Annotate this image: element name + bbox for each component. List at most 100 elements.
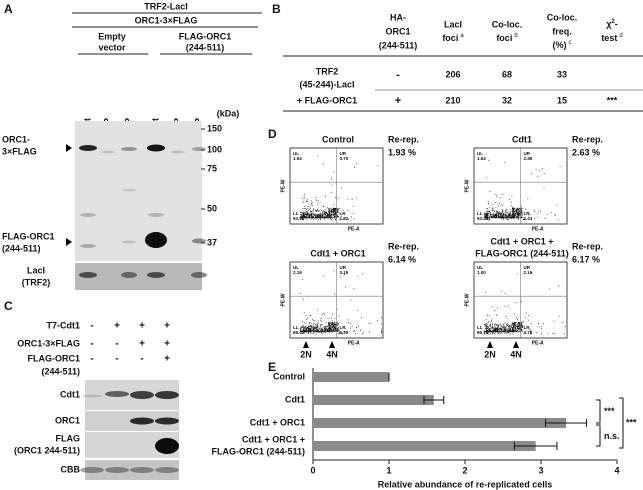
rerep-label: Re-rep. xyxy=(572,134,603,144)
bar xyxy=(313,395,434,405)
header-part: - xyxy=(615,19,618,29)
y-tick-label: FLAG-ORC1 (244-511) xyxy=(211,446,305,456)
y-tick-label: Cdt1 + ORC1 xyxy=(250,417,305,427)
band xyxy=(121,147,137,151)
sign: - xyxy=(90,339,93,350)
quadrant-label: 2.46 xyxy=(524,156,533,161)
band xyxy=(105,467,129,473)
plot-title: Cdt1 xyxy=(512,134,532,144)
row-label: TRF2 xyxy=(316,66,339,76)
cell: + xyxy=(395,95,401,107)
group-label: (244-511) xyxy=(186,42,225,52)
unit: (kDa) xyxy=(217,108,240,118)
band xyxy=(122,240,136,244)
error-bar xyxy=(545,419,588,427)
superscript: 2 xyxy=(611,19,615,25)
rerep-value: 2.63 % xyxy=(572,147,600,157)
rerep-label: Re-rep. xyxy=(388,241,419,251)
quadrant-label: 1.00 xyxy=(477,270,486,275)
condition-label: (244-511) xyxy=(41,366,80,376)
scatter-dots xyxy=(484,272,566,335)
column-header: test d xyxy=(601,33,622,44)
band xyxy=(80,213,96,217)
quadrant-label: 93.94 xyxy=(293,216,305,221)
quadrant-label: LR xyxy=(340,211,347,216)
ploidy-label: 2N xyxy=(300,349,312,359)
quadrant-label: UR xyxy=(340,265,347,270)
blot xyxy=(85,460,179,480)
column-header: foci b xyxy=(496,33,518,44)
column-header: χ2- xyxy=(606,19,618,30)
band xyxy=(82,394,102,398)
sign: - xyxy=(140,354,143,365)
band xyxy=(101,150,115,154)
cell: 15 xyxy=(557,95,567,105)
sign: + xyxy=(139,321,145,332)
cell: 210 xyxy=(445,95,460,105)
quadrant-label: LL xyxy=(477,211,483,216)
rerep-value: 6.14 % xyxy=(388,254,416,264)
panel-label: D xyxy=(268,127,277,141)
column-header: (%) c xyxy=(553,40,572,51)
axis-label: PE-A xyxy=(532,226,544,232)
x-tick-label: 2 xyxy=(462,465,467,475)
error-bar xyxy=(423,396,445,404)
x-tick-label: 4 xyxy=(614,465,619,475)
ploidy-label: 2N xyxy=(484,349,496,359)
quadrant-label: LR xyxy=(524,325,531,330)
quadrant-label: 89.42 xyxy=(293,330,305,335)
significance-bracket xyxy=(596,399,601,424)
condition-label: FLAG-ORC1 xyxy=(28,353,81,363)
quadrant-label: 1.94 xyxy=(293,156,302,161)
column-header: LacI xyxy=(444,19,462,29)
quadrant-label: UR xyxy=(340,151,347,156)
band xyxy=(155,467,179,473)
cell: 33 xyxy=(557,69,567,79)
marker-label: 150 xyxy=(207,123,222,133)
error-bar xyxy=(513,442,558,450)
blot-label: FLAG xyxy=(56,433,81,443)
significance: *** xyxy=(604,406,615,416)
axis-label: PE-W xyxy=(464,179,470,192)
bar xyxy=(313,372,389,382)
band xyxy=(130,417,154,425)
condition-label: T7-Cdt1 xyxy=(47,320,81,330)
band-label: (244-511) xyxy=(2,243,41,253)
plot-title: Cdt1 + ORC1 + xyxy=(490,236,553,246)
blot-label: ORC1 xyxy=(55,415,80,425)
marker-label: 50 xyxy=(207,203,217,213)
sign: + xyxy=(139,339,145,350)
cell: *** xyxy=(607,95,618,105)
sign: + xyxy=(164,321,170,332)
ploidy-label: 4N xyxy=(510,349,522,359)
arrowhead xyxy=(303,341,309,348)
marker-label: 37 xyxy=(207,237,217,247)
blot-label: (ORC1 244-511) xyxy=(14,445,80,455)
plot-title: Cdt1 + ORC1 xyxy=(310,248,365,258)
band xyxy=(147,144,165,152)
significance-bracket xyxy=(596,424,601,447)
scatter-dots xyxy=(300,155,379,221)
blot-label: Cdt1 xyxy=(60,389,80,399)
blot xyxy=(75,121,202,261)
band xyxy=(155,417,179,425)
quadrant-label: 2.43 xyxy=(524,216,533,221)
rerep-label: Re-rep. xyxy=(388,134,419,144)
band-label: 3×FLAG xyxy=(2,146,37,156)
y-tick-label: Cdt1 xyxy=(285,394,305,404)
significance-bracket xyxy=(619,397,624,449)
quadrant-label: UL xyxy=(293,151,299,156)
y-tick-label: Cdt1 + ORC1 + xyxy=(242,434,305,444)
scatter-dots xyxy=(484,157,561,221)
arrowhead xyxy=(66,144,72,152)
column-header: ORC1 xyxy=(385,26,410,36)
bar xyxy=(313,418,567,428)
cell: 68 xyxy=(502,69,512,79)
band xyxy=(80,467,104,473)
blot-label: (TRF2) xyxy=(22,277,51,287)
plot-title: Control xyxy=(322,134,354,144)
panel-label: C xyxy=(4,299,13,313)
quadrant-label: 1.82 xyxy=(340,216,349,221)
y-tick-label: Control xyxy=(273,371,305,381)
